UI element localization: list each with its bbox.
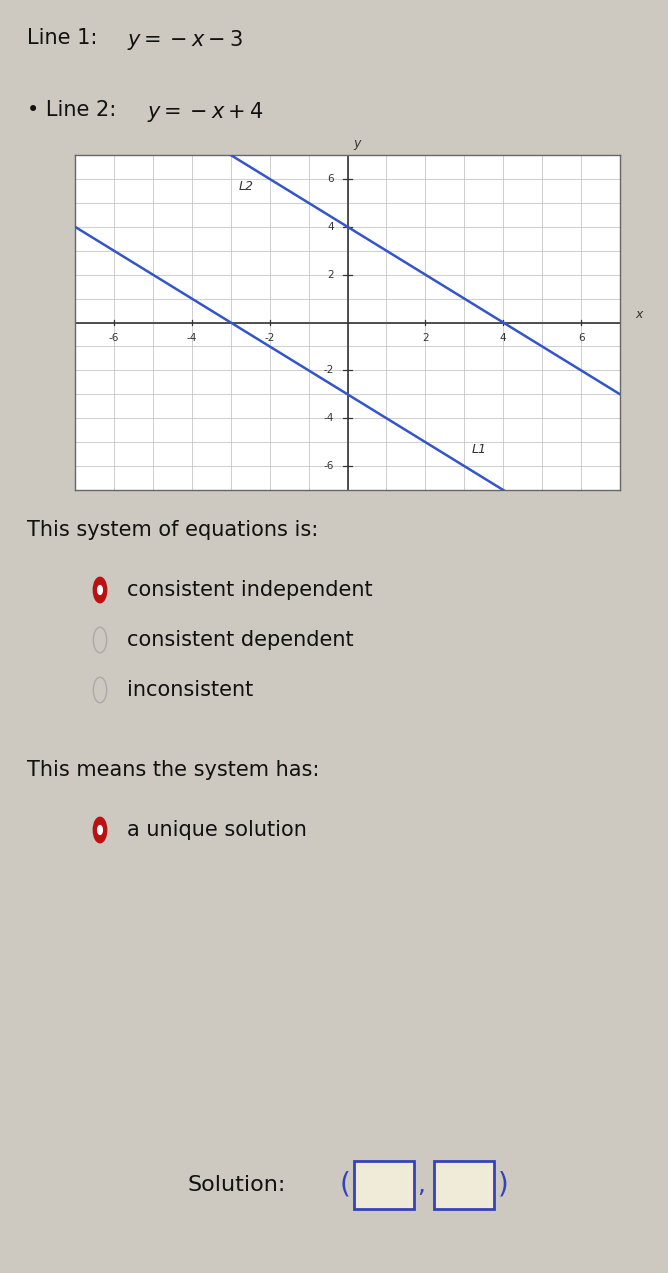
Text: L2: L2 — [238, 179, 253, 192]
Text: Solution:: Solution: — [187, 1175, 285, 1195]
Text: 2: 2 — [422, 334, 429, 344]
Text: $y=-x+4$: $y=-x+4$ — [147, 101, 263, 123]
Text: consistent dependent: consistent dependent — [127, 630, 353, 651]
Text: ): ) — [498, 1171, 508, 1199]
Text: This means the system has:: This means the system has: — [27, 760, 319, 780]
Text: 6: 6 — [327, 174, 334, 183]
Text: ,: , — [418, 1172, 426, 1197]
Text: consistent independent: consistent independent — [127, 580, 372, 600]
Text: L1: L1 — [472, 443, 487, 456]
Text: -2: -2 — [323, 365, 334, 376]
Text: 6: 6 — [578, 334, 584, 344]
Text: 2: 2 — [327, 270, 334, 280]
Text: -2: -2 — [265, 334, 275, 344]
Text: x: x — [636, 308, 643, 321]
Text: inconsistent: inconsistent — [127, 680, 253, 700]
Text: This system of equations is:: This system of equations is: — [27, 519, 318, 540]
Text: 4: 4 — [327, 222, 334, 232]
Text: Line 1:: Line 1: — [27, 28, 104, 48]
Text: -6: -6 — [323, 461, 334, 471]
Text: a unique solution: a unique solution — [127, 820, 307, 840]
Text: 4: 4 — [500, 334, 506, 344]
Text: (: ( — [340, 1171, 351, 1199]
Text: -4: -4 — [323, 414, 334, 423]
Text: y: y — [353, 136, 361, 149]
Text: $y=-x-3$: $y=-x-3$ — [127, 28, 242, 52]
Text: • Line 2:: • Line 2: — [27, 101, 123, 120]
Text: -6: -6 — [109, 334, 119, 344]
Text: -4: -4 — [186, 334, 197, 344]
